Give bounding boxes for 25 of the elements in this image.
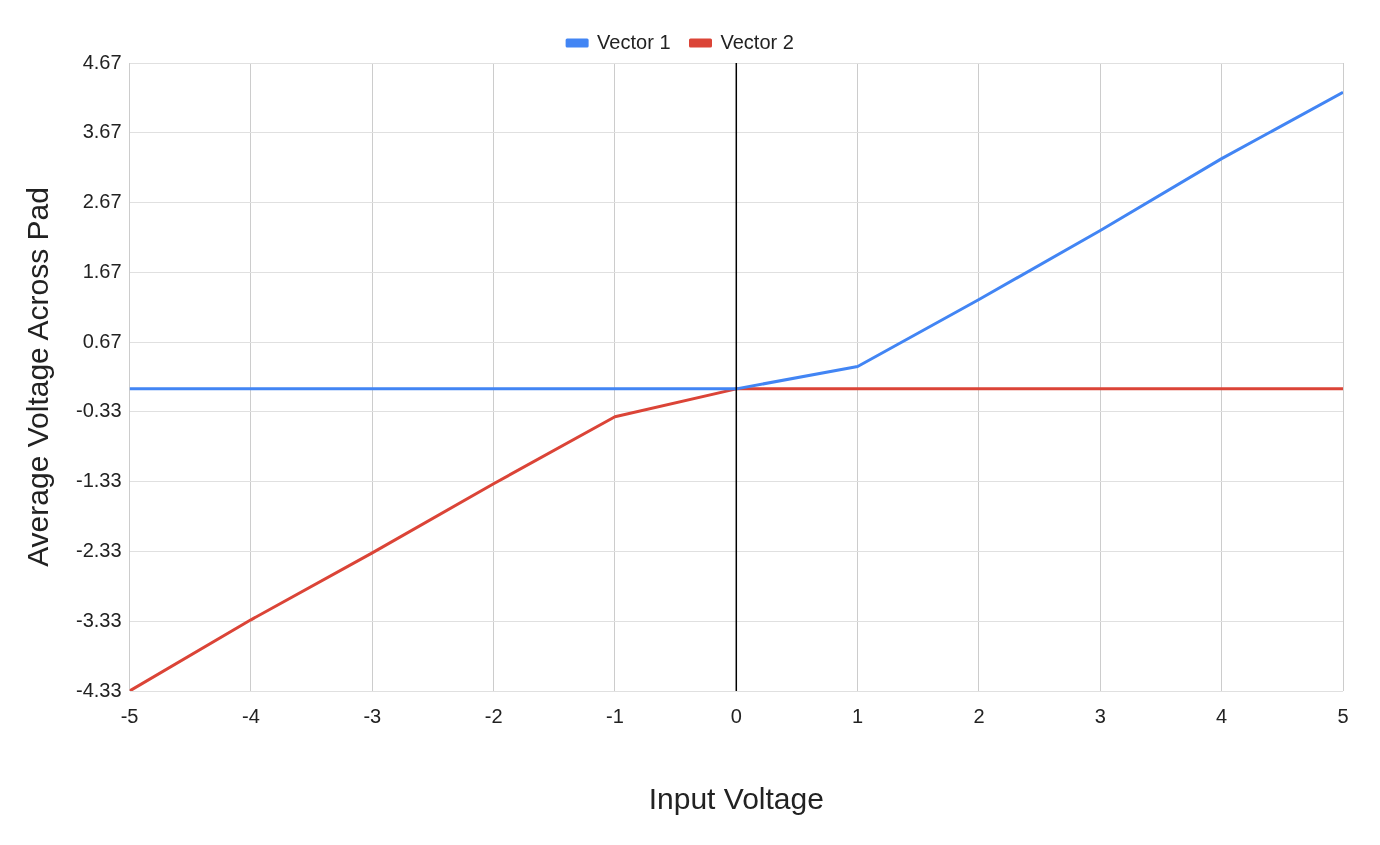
y-tick-label: 2.67 — [82, 190, 122, 213]
y-tick-label: -3.33 — [75, 608, 122, 631]
y-tick-label: -2.33 — [75, 538, 122, 561]
x-tick-label: -5 — [120, 704, 139, 727]
y-tick-label: 3.67 — [82, 120, 122, 143]
x-tick-label: -4 — [242, 704, 260, 727]
y-tick-label: 0.67 — [82, 329, 122, 352]
x-tick-label: 2 — [973, 704, 985, 727]
y-tick-label: -0.33 — [75, 399, 122, 422]
x-tick-label: -1 — [606, 704, 624, 727]
x-axis-title: Input Voltage — [648, 782, 824, 816]
y-tick-label: 1.67 — [82, 259, 122, 282]
x-tick-label: 4 — [1216, 704, 1228, 727]
x-tick-label: 5 — [1337, 704, 1349, 727]
x-tick-label: 3 — [1094, 704, 1106, 727]
y-tick-label: 4.67 — [82, 50, 122, 73]
x-tick-label: 0 — [730, 704, 742, 727]
legend-label: Vector 1 — [597, 30, 671, 53]
x-tick-label: -3 — [363, 704, 382, 727]
y-tick-label: -1.33 — [75, 469, 122, 492]
x-tick-label: 1 — [852, 704, 864, 727]
x-tick-label: -2 — [484, 704, 503, 727]
legend-label: Vector 2 — [720, 30, 794, 53]
y-axis-title: Average Voltage Across Pad — [21, 187, 55, 567]
y-tick-label: -4.33 — [75, 678, 122, 701]
